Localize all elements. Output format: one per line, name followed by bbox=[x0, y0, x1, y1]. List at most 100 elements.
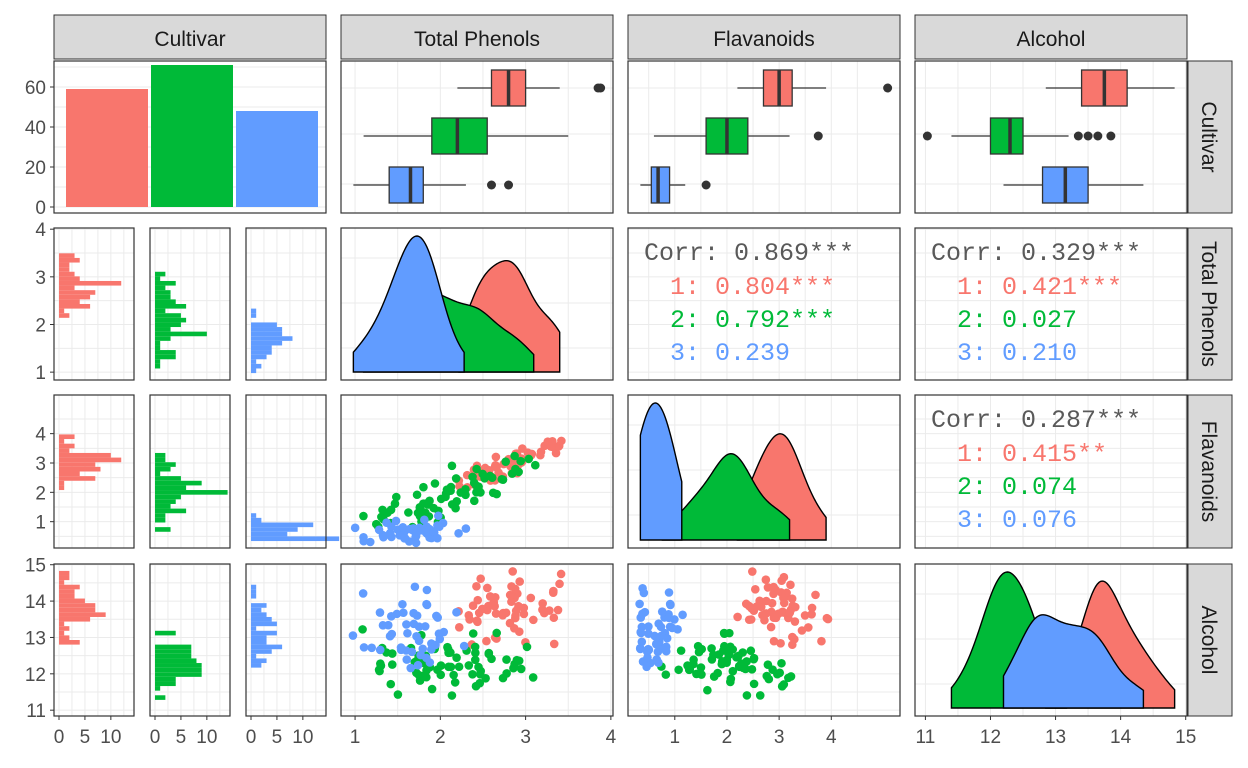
scatter-point bbox=[811, 590, 820, 600]
scatter-point bbox=[519, 609, 529, 619]
panel-grid bbox=[54, 228, 134, 380]
corr-level-1: 1: 0.804*** bbox=[670, 273, 835, 302]
scatter-point bbox=[750, 585, 760, 594]
scatter-point bbox=[664, 588, 674, 597]
scatter-point bbox=[358, 589, 368, 598]
scatter-point bbox=[746, 615, 756, 624]
x-tick-label: 3 bbox=[774, 727, 785, 748]
column-strip-label: Cultivar bbox=[154, 28, 225, 51]
box bbox=[650, 166, 671, 204]
histogram-bar bbox=[59, 575, 70, 581]
scatter-point bbox=[461, 524, 471, 533]
scatter-point bbox=[498, 475, 508, 484]
panel-border bbox=[245, 394, 327, 549]
histogram-bar bbox=[59, 276, 80, 281]
histogram-bar bbox=[251, 640, 267, 645]
histogram-bar bbox=[155, 672, 202, 677]
histogram-bar bbox=[155, 340, 161, 346]
scatter-point bbox=[683, 661, 692, 670]
histogram-bar bbox=[59, 443, 75, 449]
x-tick-label: 2 bbox=[722, 727, 733, 748]
corr-level-1: 1: 0.415** bbox=[957, 440, 1107, 469]
scatter-point bbox=[528, 673, 538, 682]
scatter-point bbox=[746, 646, 756, 656]
histogram-bar bbox=[251, 621, 277, 627]
panel-grid bbox=[915, 228, 1187, 380]
scatter-point bbox=[414, 622, 424, 632]
panel-border bbox=[627, 394, 901, 549]
histogram-bar bbox=[155, 345, 161, 351]
row-strip bbox=[1187, 394, 1233, 549]
scatter-point bbox=[551, 448, 561, 458]
scatter-point bbox=[400, 534, 409, 543]
scatter-point bbox=[777, 682, 787, 691]
count-bar bbox=[236, 111, 318, 207]
outlier-point bbox=[596, 83, 606, 93]
scatter-point bbox=[768, 665, 777, 675]
boxplot-3 bbox=[353, 166, 514, 204]
scatter-point bbox=[422, 599, 431, 609]
scatter-point bbox=[538, 599, 547, 608]
y-tick-label: 3 bbox=[35, 268, 46, 289]
corr-overall: Corr: 0.329*** bbox=[931, 239, 1141, 268]
scatter-point bbox=[515, 577, 524, 586]
x-tick-label: 1 bbox=[350, 727, 361, 748]
y-tick-label: 1 bbox=[35, 513, 46, 534]
scatter-point bbox=[476, 574, 485, 583]
corr-level-3: 3: 0.239 bbox=[670, 339, 790, 368]
scatter-point bbox=[637, 622, 647, 632]
scatter-point bbox=[748, 567, 757, 576]
scatter-point bbox=[452, 608, 461, 617]
histogram-bar bbox=[59, 462, 96, 467]
histogram-bar bbox=[59, 434, 75, 440]
scatter-point bbox=[398, 523, 408, 532]
scatter-point bbox=[769, 589, 778, 599]
histogram-bar bbox=[59, 448, 70, 453]
histogram-bar bbox=[251, 350, 272, 355]
y-tick-label: 4 bbox=[35, 425, 46, 446]
row-strip-label: Alcohol bbox=[1197, 606, 1220, 675]
scatter-point bbox=[412, 631, 421, 641]
correlation-text: Corr: 0.329*** 1: 0.421*** 2: 0.027 3: 0.21… bbox=[931, 239, 1141, 368]
scatter-point bbox=[553, 605, 563, 615]
panel-border bbox=[914, 60, 1188, 214]
histogram-bar bbox=[251, 603, 267, 608]
scatter-point bbox=[441, 492, 450, 502]
histogram-bar bbox=[251, 327, 283, 332]
scatter-point bbox=[510, 613, 520, 623]
histogram-bar bbox=[155, 499, 176, 504]
histogram-bar bbox=[155, 503, 171, 509]
scatter-point bbox=[536, 447, 546, 457]
scatter-point bbox=[472, 582, 481, 591]
histogram-bar bbox=[251, 322, 277, 328]
scatter-point bbox=[642, 647, 652, 657]
scatter-point bbox=[435, 522, 444, 532]
scatter-point bbox=[454, 622, 464, 632]
scatter-point bbox=[752, 602, 761, 611]
corr-level-3: 3: 0.076 bbox=[957, 506, 1077, 535]
scatter-point bbox=[498, 611, 508, 620]
scatter-point bbox=[767, 607, 776, 617]
histogram-bar bbox=[251, 340, 283, 346]
histogram-bar bbox=[155, 294, 171, 300]
scatter-point bbox=[653, 647, 663, 657]
histogram-bar bbox=[155, 494, 181, 500]
histogram-bar bbox=[59, 630, 65, 636]
outlier-point bbox=[922, 131, 932, 141]
scatter-point bbox=[635, 599, 644, 609]
scatter-point bbox=[464, 611, 474, 620]
histogram-bar bbox=[59, 253, 75, 258]
histogram-bar bbox=[59, 570, 70, 576]
scatter-point bbox=[697, 670, 706, 679]
panel-border bbox=[340, 563, 614, 717]
scatter-point bbox=[556, 569, 566, 579]
x-tick-label: 3 bbox=[520, 727, 531, 748]
histogram-bar bbox=[155, 457, 166, 463]
scatter-point bbox=[402, 620, 411, 629]
scatter-point bbox=[427, 684, 437, 694]
scatter-point bbox=[359, 536, 369, 546]
panel-border bbox=[627, 227, 901, 381]
scatter-point bbox=[405, 524, 414, 534]
scatter-point bbox=[764, 674, 774, 684]
